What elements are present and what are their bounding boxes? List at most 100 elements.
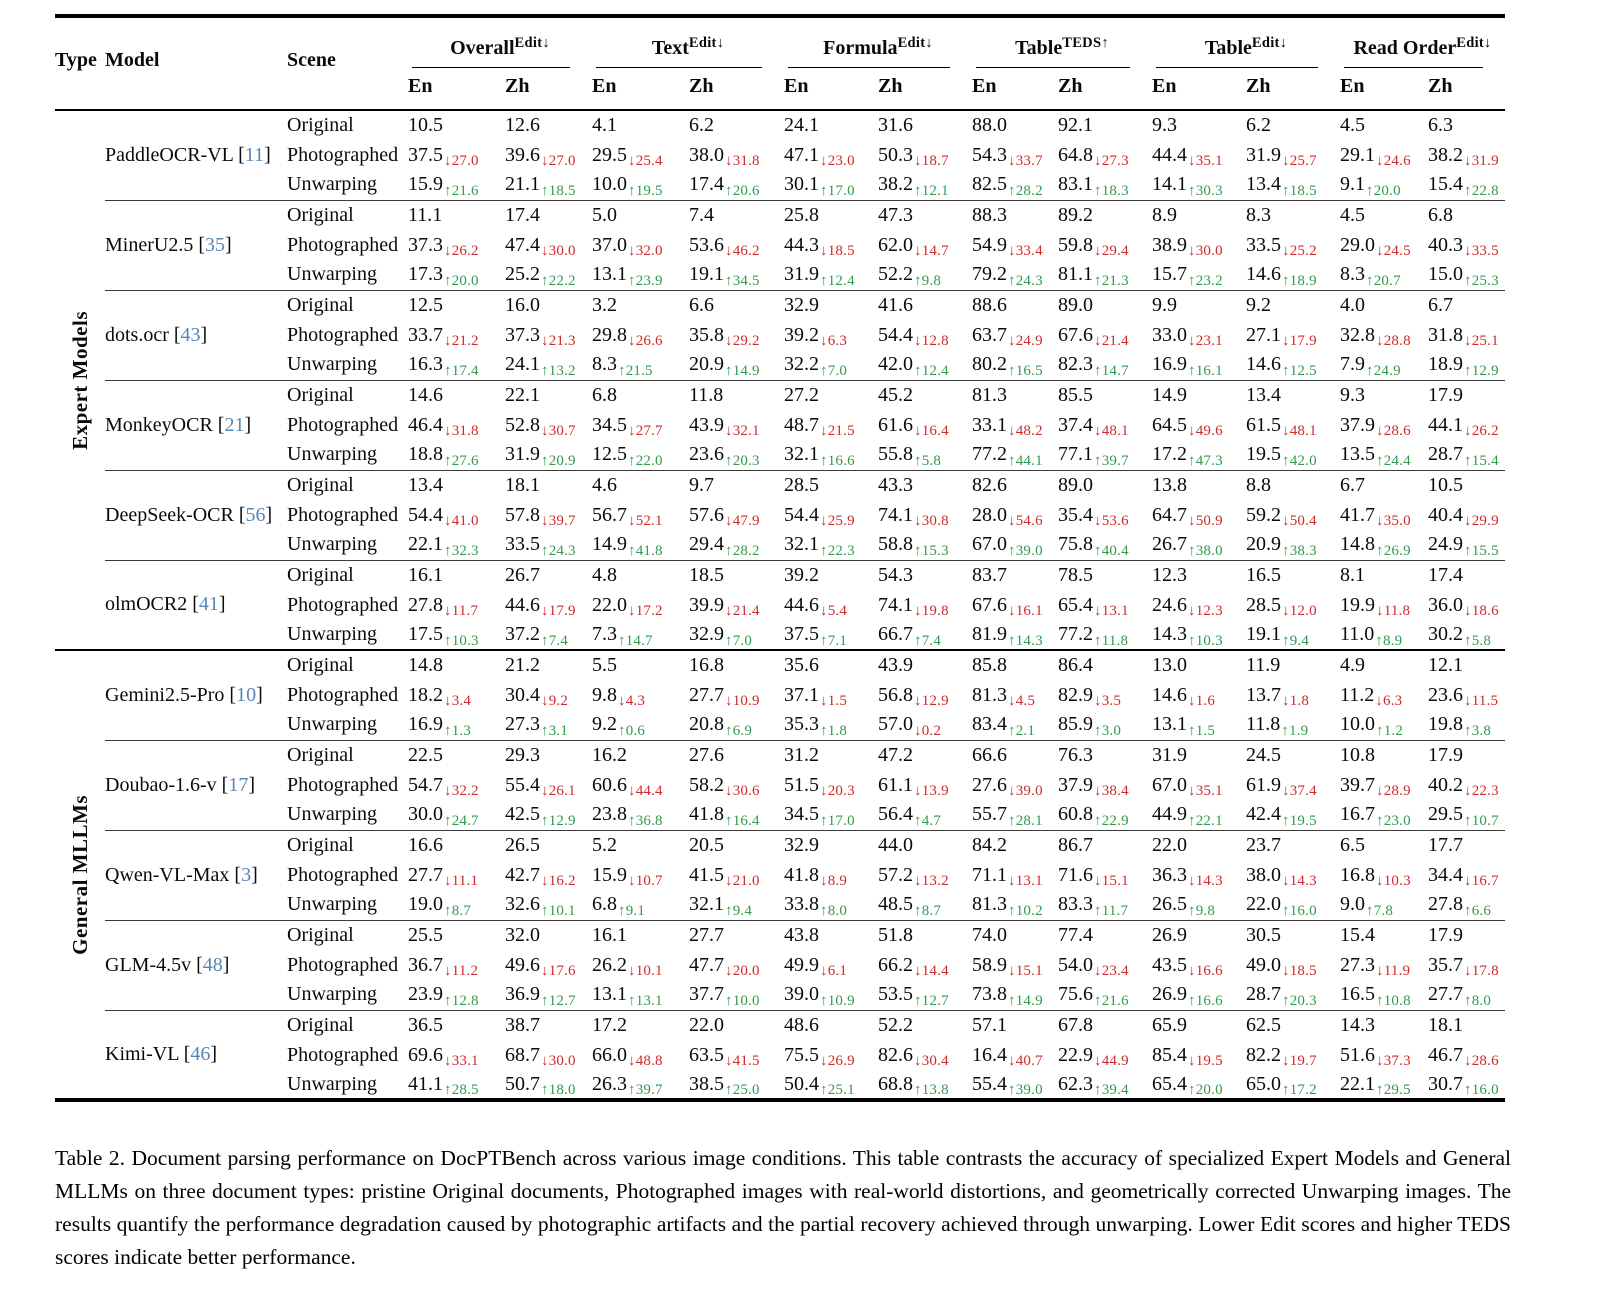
metric-cell: 9.1↑20.0	[1340, 170, 1428, 200]
metric-value: 30.2	[1428, 623, 1464, 645]
citation-link[interactable]: 21	[224, 413, 245, 436]
metric-value: 10.0	[1340, 713, 1376, 736]
recovery-delta: ↑7.1	[820, 632, 848, 649]
citation-link[interactable]: 56	[245, 503, 266, 526]
metric-value: 17.9	[1428, 923, 1464, 946]
recovery-delta: ↑15.5	[1464, 542, 1499, 559]
metric-value: 84.2	[972, 833, 1008, 856]
metric-cell: 77.2↑11.8	[1058, 620, 1152, 650]
recovery-delta: ↑10.8	[1376, 992, 1411, 1009]
metric-cell: 14.6↑18.9	[1246, 260, 1340, 290]
metric-value: 31.9	[1152, 743, 1188, 766]
metric-cell: 52.2↑9.8	[878, 260, 972, 290]
metric-value: 32.9	[784, 833, 820, 856]
degradation-delta: ↓21.2	[444, 333, 479, 349]
metric-cell: 28.7↑15.4	[1428, 440, 1505, 470]
model-name-text: Qwen-VL-Max [	[105, 863, 242, 886]
metric-value: 6.5	[1340, 833, 1366, 856]
metric-value: 85.8	[972, 654, 1008, 676]
table-row: Photographed 37.5↓27.0 39.6↓27.0 29.5↓25.4 3…	[55, 140, 1505, 170]
degradation-delta: ↓39.7	[541, 513, 576, 529]
degradation-delta: ↓48.1	[1094, 423, 1129, 439]
model-name: Kimi-VL [46]	[105, 1009, 287, 1100]
metric-value: 88.6	[972, 293, 1008, 316]
metric-value: 18.5	[689, 563, 724, 586]
metric-value: 12.5	[592, 443, 627, 466]
metric-value: 23.7	[1246, 833, 1282, 856]
degradation-delta: ↓13.9	[914, 783, 949, 799]
recovery-delta: ↑26.9	[1376, 542, 1411, 559]
model-name-text: DeepSeek-OCR [	[105, 503, 246, 526]
metric-cell: 22.0	[689, 1009, 785, 1040]
degradation-delta: ↓0.2	[914, 722, 942, 739]
citation-link[interactable]: 35	[204, 233, 225, 256]
metric-value: 44.9	[1152, 803, 1188, 826]
metric-value: 30.4	[505, 683, 540, 706]
group-label: Text	[651, 37, 689, 59]
degradation-delta: ↓48.1	[1282, 423, 1317, 439]
metric-cell: 61.1↓13.9	[878, 770, 972, 800]
metric-cell: 4.0	[1340, 289, 1429, 320]
metric-value: 74.1	[878, 503, 914, 526]
recovery-delta: ↑12.7	[914, 992, 949, 1009]
metric-cell: 74.1↓19.8	[878, 590, 972, 620]
citation-link[interactable]: 48	[202, 953, 223, 976]
recovery-delta: ↑7.8	[1366, 902, 1394, 919]
citation-link[interactable]: 17	[228, 773, 249, 796]
metric-value: 54.9	[972, 233, 1008, 256]
metric-cell: 30.4↓9.2	[505, 680, 592, 710]
citation-link[interactable]: 43	[180, 323, 201, 346]
metric-cell: 55.4↓26.1	[505, 770, 592, 800]
recovery-delta: ↑19.5	[1282, 812, 1317, 829]
metric-value: 41.7	[1340, 503, 1376, 526]
metric-cell: 22.0↑16.0	[1246, 890, 1340, 920]
metric-value: 53.5	[878, 983, 914, 1006]
citation-link[interactable]: 3	[241, 863, 252, 886]
metric-value: 38.2	[878, 173, 914, 196]
metric-cell: 10.0↑19.5	[592, 170, 689, 200]
degradation-delta: ↓20.0	[725, 963, 760, 979]
metric-value: 50.7	[505, 1072, 540, 1095]
metric-cell: 9.3	[1340, 379, 1429, 410]
metric-cell: 56.8↓12.9	[878, 680, 972, 710]
rotated-section-label: Expert Models	[67, 310, 92, 450]
metric-value: 31.8	[1428, 323, 1464, 346]
metric-cell: 89.0	[1058, 289, 1153, 320]
metric-value: 28.7	[1246, 983, 1282, 1006]
metric-value: 83.1	[1058, 173, 1094, 196]
degradation-delta: ↓11.9	[1376, 963, 1411, 979]
metric-value: 39.0	[784, 983, 820, 1006]
citation-link[interactable]: 10	[236, 683, 257, 706]
metric-cell: 30.7↑16.0	[1428, 1070, 1505, 1100]
metric-value: 75.8	[1058, 533, 1094, 556]
metric-cell: 48.7↓21.5	[784, 410, 878, 440]
metric-cell: 28.7↑20.3	[1246, 980, 1340, 1010]
metric-value: 58.8	[878, 533, 914, 556]
metric-value: 36.3	[1152, 863, 1188, 886]
citation-link[interactable]: 46	[190, 1042, 211, 1065]
metric-value: 16.8	[1340, 863, 1376, 886]
subcol-en: En	[592, 75, 617, 97]
metric-cell: 47.4↓30.0	[505, 230, 592, 260]
recovery-delta: ↑39.4	[1094, 1082, 1129, 1098]
metric-cell: 76.3	[1058, 739, 1153, 770]
metric-cell: 27.6↓39.0	[972, 770, 1058, 800]
metric-cell: 37.3↓21.3	[505, 320, 592, 350]
recovery-delta: ↑18.0	[541, 1082, 576, 1098]
metric-cell: 18.8↑27.6	[408, 440, 505, 470]
recovery-delta: ↑12.1	[914, 182, 949, 199]
citation-link[interactable]: 41	[198, 593, 219, 616]
metric-cell: 44.9↑22.1	[1152, 800, 1246, 830]
metric-cell: 16.8	[689, 649, 785, 680]
recovery-delta: ↑3.1	[541, 722, 569, 739]
recovery-delta: ↑30.3	[1188, 182, 1223, 199]
citation-link[interactable]: 11	[244, 143, 265, 166]
metric-cell: 38.9↓30.0	[1152, 230, 1246, 260]
degradation-delta: ↓39.0	[1008, 783, 1043, 799]
metric-cell: 83.1↑18.3	[1058, 170, 1152, 200]
metric-value: 81.3	[972, 383, 1008, 406]
citation-bracket: ]	[210, 1042, 218, 1065]
metric-cell: 32.9	[784, 829, 879, 860]
metric-cell: 13.1↑23.9	[592, 260, 689, 290]
metric-cell: 48.6	[784, 1009, 879, 1040]
